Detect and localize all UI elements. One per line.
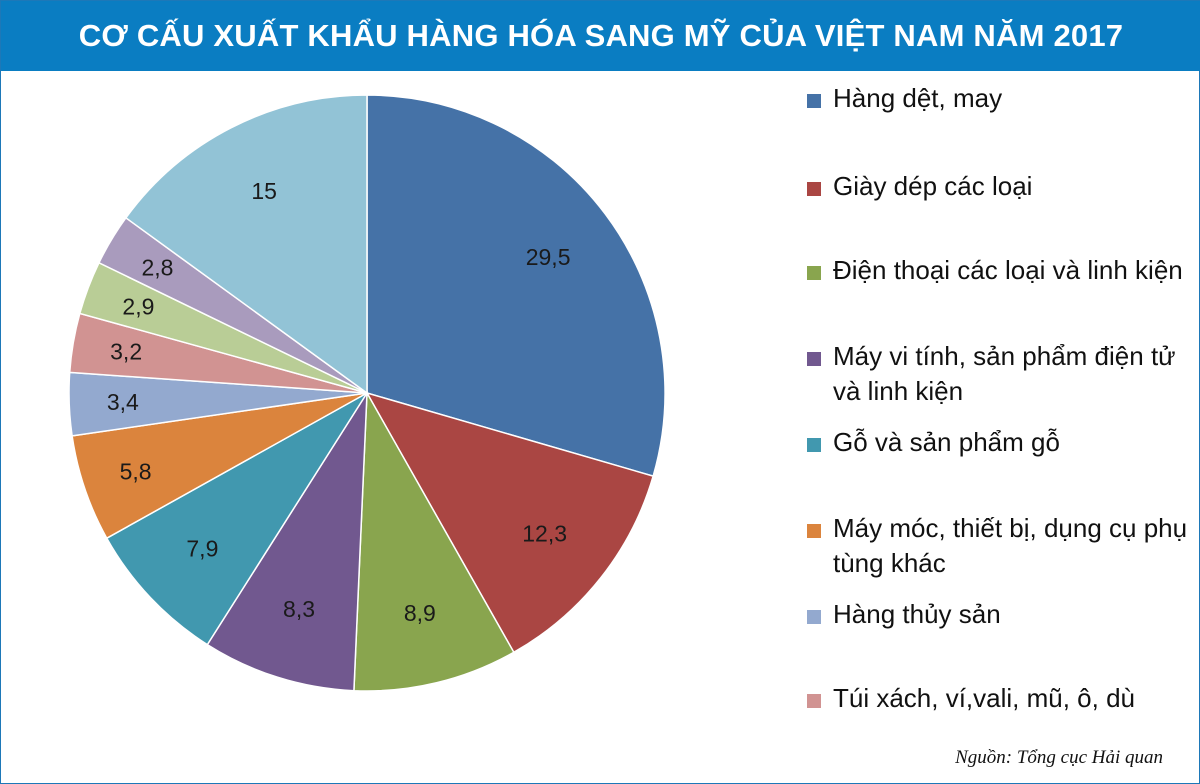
pie-slice-4 bbox=[105, 392, 368, 646]
legend-item-4: Gỗ và sản phẩm gỗ bbox=[807, 425, 1197, 460]
legend-label: Máy vi tính, sản phẩm điện tử và linh ki… bbox=[833, 341, 1176, 406]
legend-item-3: Máy vi tính, sản phẩm điện tử và linh ki… bbox=[807, 339, 1197, 409]
legend-swatch bbox=[807, 182, 821, 196]
pie-chart: 29,5 12,3 8,9 8,3 7,9 5,8 3,4 3,2 2,9 2,8 15 bbox=[68, 94, 666, 692]
legend-item-5: Máy móc, thiết bị, dụng cụ phụ tùng khác bbox=[807, 511, 1197, 581]
slice-value-label-0: 29,5 bbox=[526, 244, 571, 270]
legend-item-0: Hàng dệt, may bbox=[807, 81, 1197, 116]
legend-swatch bbox=[807, 94, 821, 108]
legend-label: Điện thoại các loại và linh kiện bbox=[833, 255, 1183, 285]
pie-slice-10 bbox=[124, 94, 368, 395]
legend-label: Giày dép các loại bbox=[833, 171, 1033, 201]
legend-item-1: Giày dép các loại bbox=[807, 169, 1197, 204]
chart-title: CƠ CẤU XUẤT KHẨU HÀNG HÓA SANG MỸ CỦA VI… bbox=[1, 1, 1200, 71]
legend-swatch bbox=[807, 524, 821, 538]
legend-swatch bbox=[807, 438, 821, 452]
pie-slice-0 bbox=[366, 94, 666, 478]
slice-value-label-7: 3,2 bbox=[110, 339, 142, 365]
legend-item-7: Túi xách, ví,vali, mũ, ô, dù bbox=[807, 681, 1197, 716]
legend-item-2: Điện thoại các loại và linh kiện bbox=[807, 253, 1197, 288]
legend-label: Túi xách, ví,vali, mũ, ô, dù bbox=[833, 683, 1136, 713]
pie-slice-3 bbox=[206, 390, 368, 692]
legend-label: Máy móc, thiết bị, dụng cụ phụ tùng khác bbox=[833, 513, 1188, 578]
pie-slice-1 bbox=[365, 391, 655, 654]
slice-value-label-4: 7,9 bbox=[186, 536, 218, 562]
legend-label: Hàng thủy sản bbox=[833, 599, 1001, 629]
legend: Hàng dệt, may Giày dép các loại Điện thoại… bbox=[807, 81, 1197, 741]
legend-swatch bbox=[807, 694, 821, 708]
legend-swatch bbox=[807, 266, 821, 280]
slice-value-label-5: 5,8 bbox=[120, 458, 152, 484]
pie-slice-2 bbox=[353, 390, 515, 692]
slice-value-label-10: 15 bbox=[251, 178, 277, 204]
slice-value-label-1: 12,3 bbox=[522, 520, 567, 546]
slice-value-label-2: 8,9 bbox=[404, 600, 436, 626]
legend-item-6: Hàng thủy sản bbox=[807, 597, 1197, 632]
slice-value-label-6: 3,4 bbox=[107, 389, 139, 415]
slice-value-label-8: 2,9 bbox=[122, 294, 154, 320]
legend-swatch bbox=[807, 352, 821, 366]
legend-swatch bbox=[807, 610, 821, 624]
slice-value-label-3: 8,3 bbox=[283, 596, 315, 622]
source-note: Nguồn: Tổng cục Hải quan bbox=[955, 747, 1163, 768]
slice-value-label-9: 2,8 bbox=[141, 254, 173, 280]
legend-label: Gỗ và sản phẩm gỗ bbox=[833, 427, 1060, 457]
legend-label: Hàng dệt, may bbox=[833, 83, 1003, 113]
